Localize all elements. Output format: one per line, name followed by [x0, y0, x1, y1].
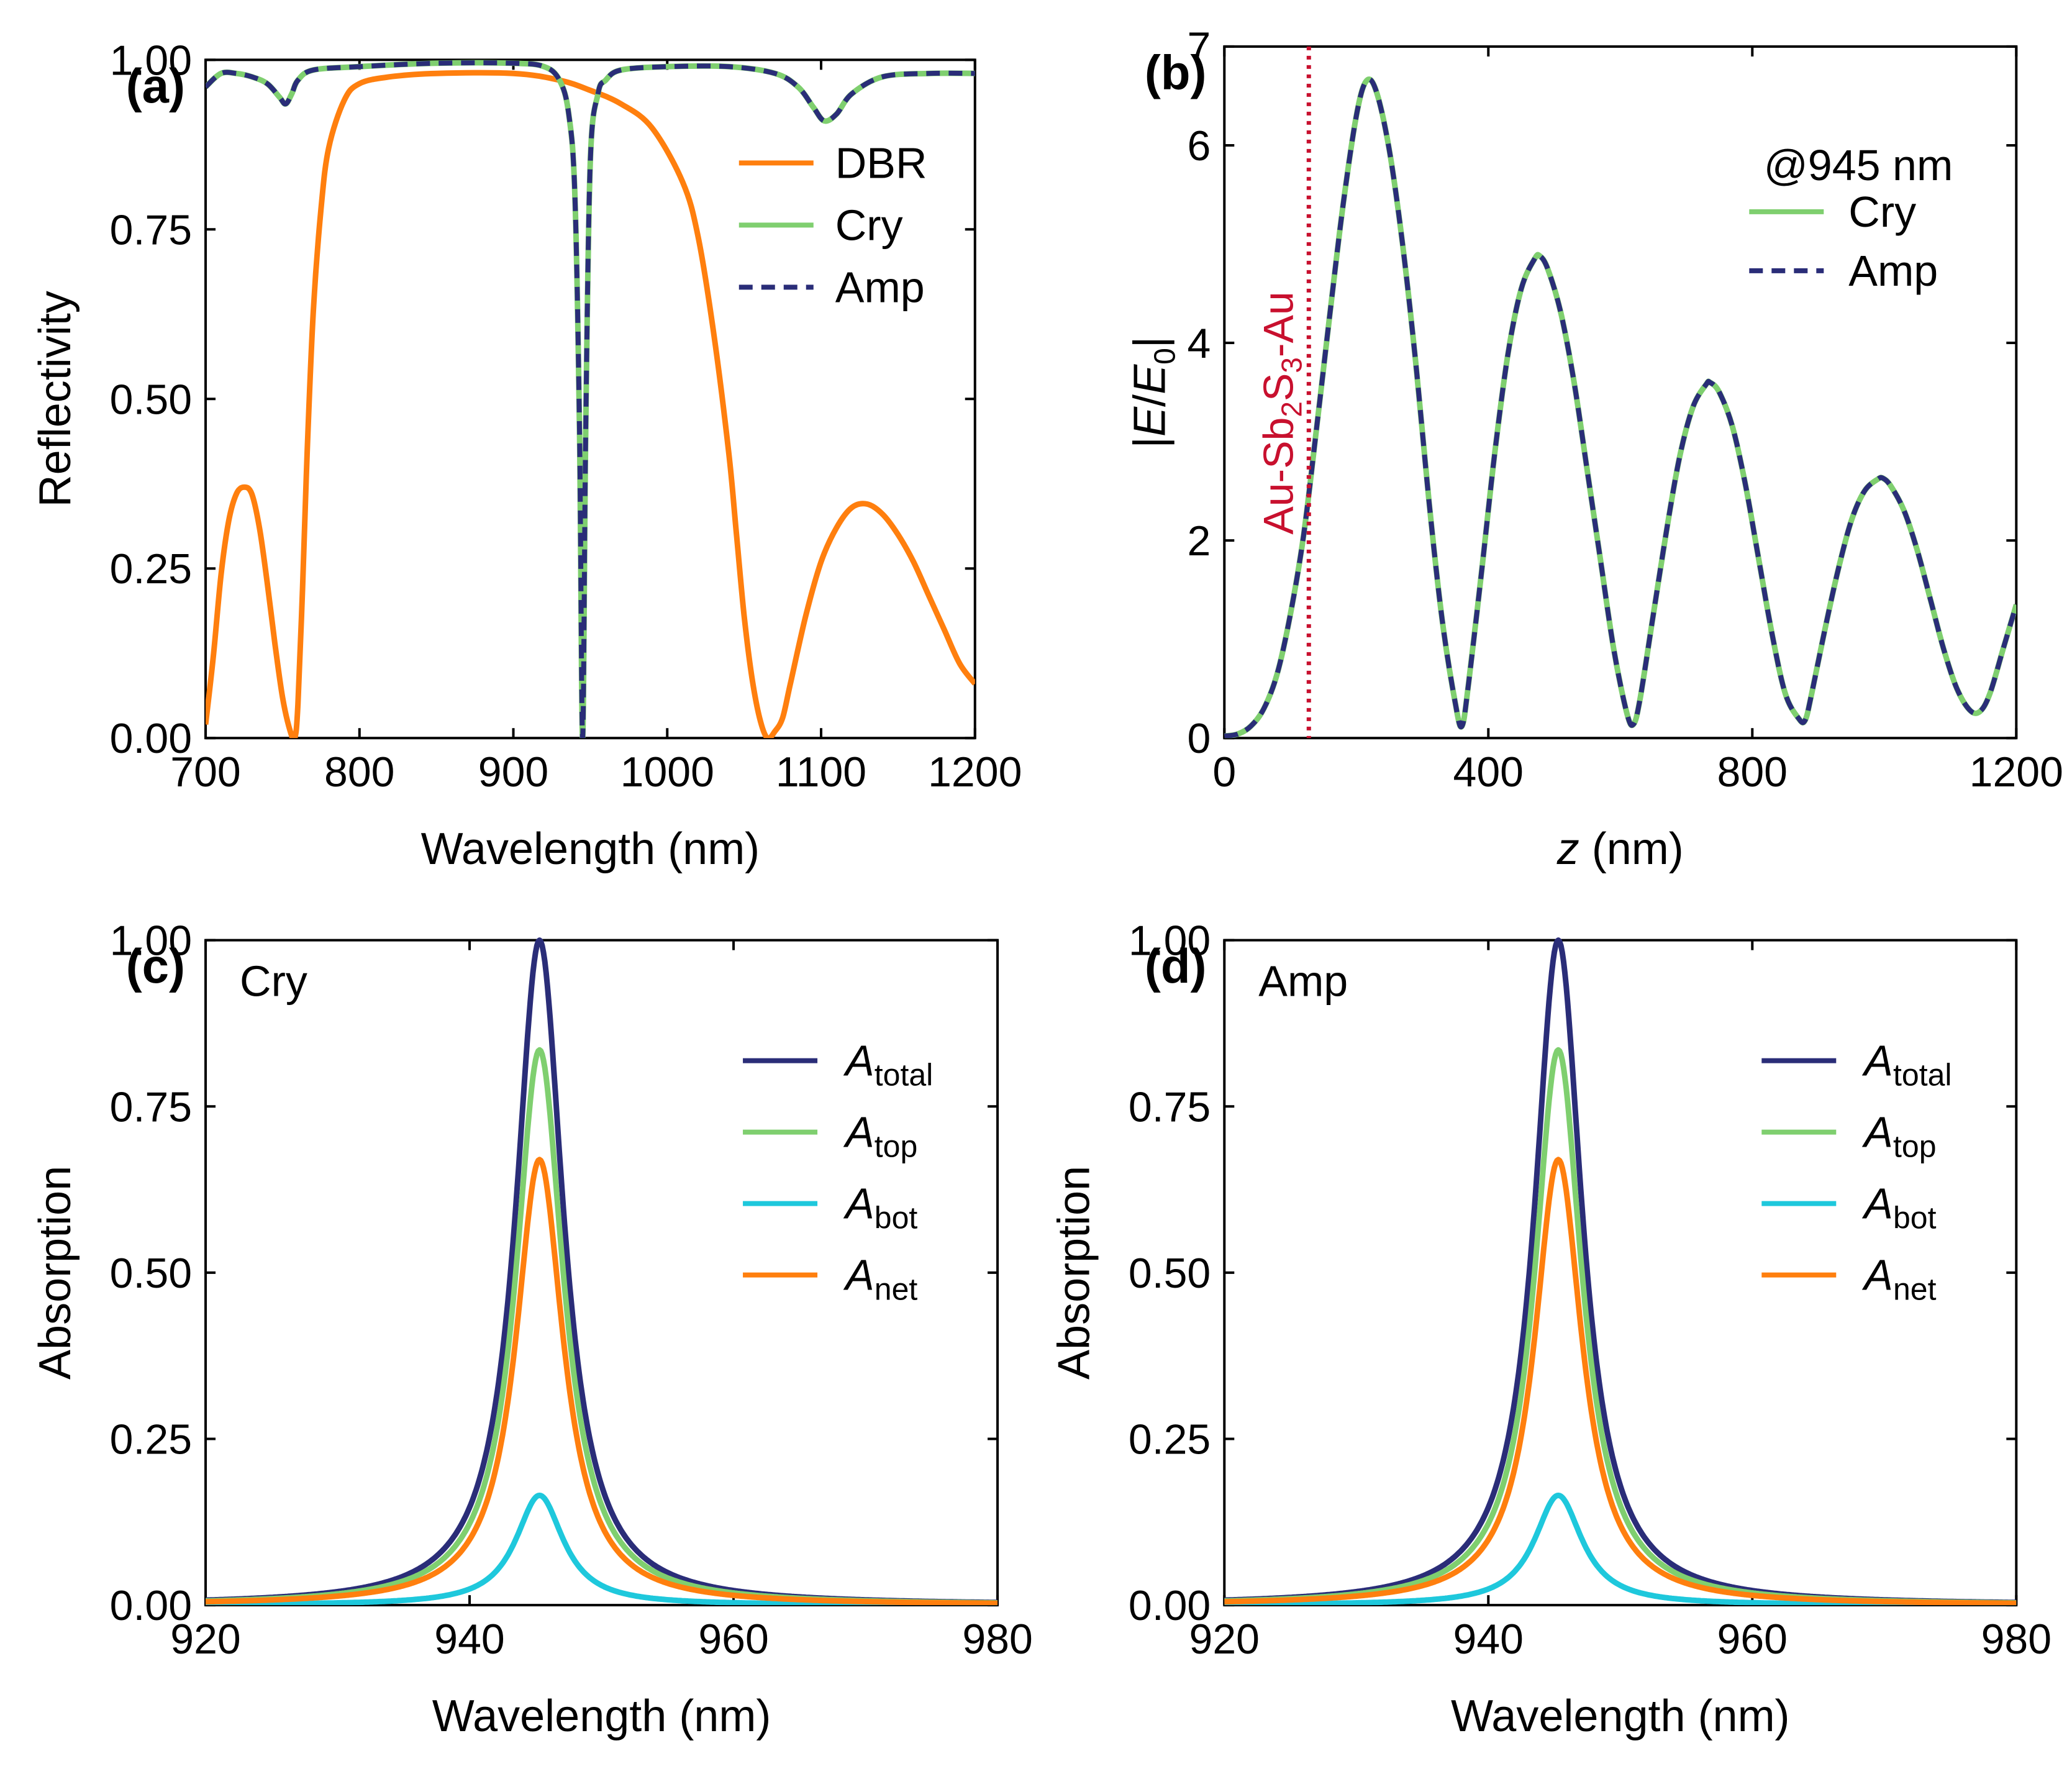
y-tick-label: 0.75 — [110, 206, 192, 253]
y-tick-label: 0.00 — [110, 715, 192, 762]
y-tick-label: 0.75 — [110, 1083, 192, 1130]
legend-label-a-net: Anet — [1861, 1251, 1936, 1307]
x-tick-label: 900 — [478, 748, 548, 796]
x-tick-label: 0 — [1212, 748, 1236, 796]
x-tick-label: 1200 — [928, 748, 1022, 796]
x-tick-label: 800 — [1717, 748, 1788, 796]
legend-label-a-total: Atotal — [1861, 1037, 1952, 1093]
x-tick-label: 1100 — [776, 748, 866, 796]
x-axis-title: Wavelength (nm) — [421, 824, 760, 874]
series-line-dbr — [206, 70, 975, 739]
x-tick-label: 800 — [324, 748, 394, 796]
y-tick-label: 1.00 — [110, 37, 192, 84]
interface-label: Au-Sb2S3-Au — [1255, 291, 1307, 534]
y-tick-label: 0.75 — [1129, 1083, 1211, 1130]
plot-area — [206, 60, 975, 739]
series-line-amp — [1224, 76, 2017, 739]
series-line-a-net — [206, 1157, 998, 1606]
x-tick-label: 960 — [1717, 1616, 1788, 1663]
y-tick-label: 0 — [1187, 715, 1211, 762]
chart-panel-d: 920 940 960 980 0.00 0.25 0.50 0.75 1.00(d) Wavel… — [1049, 917, 2052, 1741]
y-tick-label: 0.50 — [1129, 1250, 1211, 1297]
x-tick-label: 1200 — [1970, 748, 2063, 796]
legend-label: Amp — [835, 263, 925, 311]
chart-panel-c: 920 940 960 980 0.00 0.25 0.50 0.75 1.00(c) Wavel… — [30, 917, 1033, 1741]
x-axis-title: Wavelength (nm) — [432, 1691, 771, 1741]
legend-label-a-bot: Abot — [843, 1180, 917, 1235]
legend-title: @945 nm — [1764, 141, 1953, 189]
x-axis-title: Wavelength (nm) — [1451, 1691, 1790, 1741]
y-axis-title: Reflectivity — [30, 291, 80, 507]
legend-label: Cry — [1848, 188, 1916, 236]
legend-label: Amp — [1848, 247, 1938, 295]
x-tick-label: 980 — [1981, 1616, 2052, 1663]
x-tick-label: 1000 — [620, 748, 714, 796]
legend-label-a-total: Atotal — [843, 1037, 933, 1093]
y-tick-label: 4 — [1187, 320, 1211, 367]
x-tick-label: 940 — [1453, 1616, 1524, 1663]
y-tick-label: 1.00 — [110, 917, 192, 965]
y-tick-label: 6 — [1187, 122, 1211, 170]
x-tick-label: 700 — [170, 748, 240, 796]
y-tick-label: 0.00 — [110, 1582, 192, 1629]
legend-label-a-top: Atop — [1861, 1108, 1936, 1164]
y-tick-label: 1.00 — [1129, 917, 1211, 965]
y-tick-label: 7 — [1187, 24, 1211, 71]
plot-area — [1224, 76, 2017, 739]
panel-label: (a) — [126, 58, 185, 113]
y-tick-label: 0.25 — [110, 545, 192, 593]
y-tick-label: 2 — [1187, 517, 1211, 565]
x-tick-label: 920 — [170, 1616, 240, 1663]
series-line-a-net — [1224, 1157, 2017, 1606]
chart-panel-a: 700 800 900 1000 1100 1200 0.00 0.25 0.50 0.75 1.0… — [30, 37, 1022, 874]
series-line-amp — [206, 60, 975, 739]
y-tick-label: 0.25 — [1129, 1416, 1211, 1463]
legend-label: Cry — [835, 201, 903, 249]
legend-label-a-top: Atop — [843, 1108, 917, 1164]
y-axis-title: Absorption — [30, 1166, 80, 1380]
legend-label-a-net: Anet — [843, 1251, 917, 1307]
y-tick-label: 0.00 — [1129, 1582, 1211, 1629]
panel-label: (b) — [1145, 45, 1207, 99]
legend-label: DBR — [835, 139, 927, 187]
y-tick-label: 0.25 — [110, 1416, 192, 1463]
y-tick-label: 0.50 — [110, 376, 192, 423]
plot-area — [1224, 937, 2017, 1606]
corner-label: Amp — [1258, 957, 1348, 1006]
x-tick-label: 400 — [1453, 748, 1524, 796]
panel-label: (d) — [1145, 939, 1207, 993]
panel-label: (c) — [126, 939, 185, 993]
x-tick-label: 960 — [698, 1616, 768, 1663]
plot-area — [206, 937, 998, 1606]
corner-label: Cry — [240, 957, 307, 1006]
y-tick-label: 0.50 — [110, 1250, 192, 1297]
x-axis-title: z (nm) — [1556, 824, 1684, 874]
x-tick-label: 940 — [434, 1616, 504, 1663]
x-tick-label: 920 — [1189, 1616, 1260, 1663]
legend-label-a-bot: Abot — [1861, 1180, 1936, 1235]
y-axis-title: Absorption — [1049, 1166, 1099, 1380]
x-tick-label: 980 — [962, 1616, 1032, 1663]
chart-panel-b: 0 400 800 1200 0 2 4 6 7(b) z (nm) |E/E0| Au-Sb2S3-… — [1125, 24, 2063, 874]
y-axis-title: |E/E0| — [1125, 336, 1181, 448]
plot-frame — [1223, 45, 2018, 740]
